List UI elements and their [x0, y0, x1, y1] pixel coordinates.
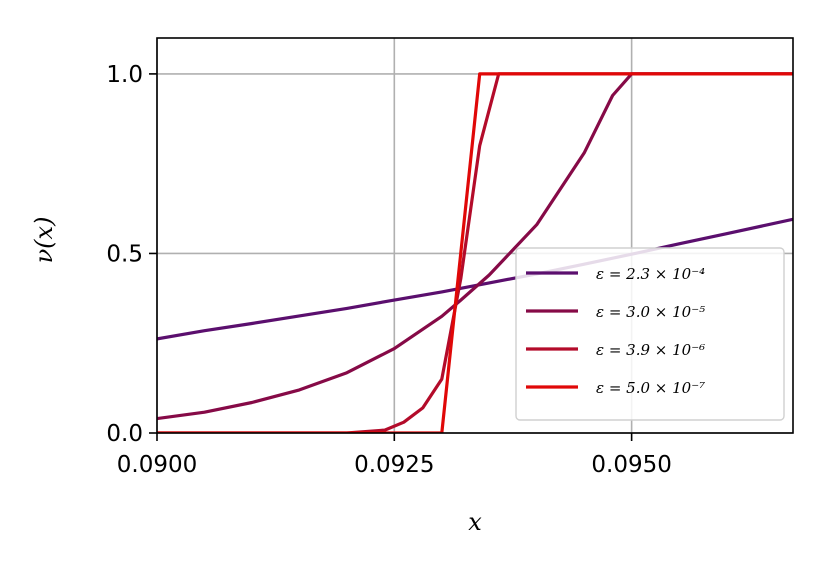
series-line-2 — [157, 72, 793, 421]
x-axis-ticks: 0.0900 0.0925 0.0950 — [117, 433, 672, 478]
x-tick-label: 0.0925 — [354, 452, 434, 478]
legend-label-1: ε = 2.3 × 10⁻⁴ — [596, 265, 705, 283]
legend: ε = 2.3 × 10⁻⁴ ε = 3.0 × 10⁻⁵ ε = 3.9 × 10… — [515, 247, 785, 421]
series-line-1 — [157, 217, 793, 341]
legend-label-4: ε = 5.0 × 10⁻⁷ — [596, 379, 705, 397]
legend-label-2: ε = 3.0 × 10⁻⁵ — [596, 303, 705, 321]
y-axis-ticks: 0.0 0.5 1.0 — [106, 62, 157, 447]
y-tick-label: 0.0 — [106, 421, 143, 447]
x-axis-label: x — [468, 508, 482, 536]
y-tick-label: 0.5 — [106, 241, 143, 267]
x-tick-label: 0.0950 — [591, 452, 671, 478]
series-line-4 — [157, 72, 793, 433]
legend-box — [515, 247, 785, 421]
data-lines — [157, 72, 793, 433]
y-axis-label: ν(x) — [30, 217, 58, 264]
y-tick-label: 1.0 — [106, 62, 143, 88]
legend-label-3: ε = 3.9 × 10⁻⁶ — [596, 341, 705, 359]
plot-frame — [156, 37, 794, 434]
x-tick-label: 0.0900 — [117, 452, 197, 478]
